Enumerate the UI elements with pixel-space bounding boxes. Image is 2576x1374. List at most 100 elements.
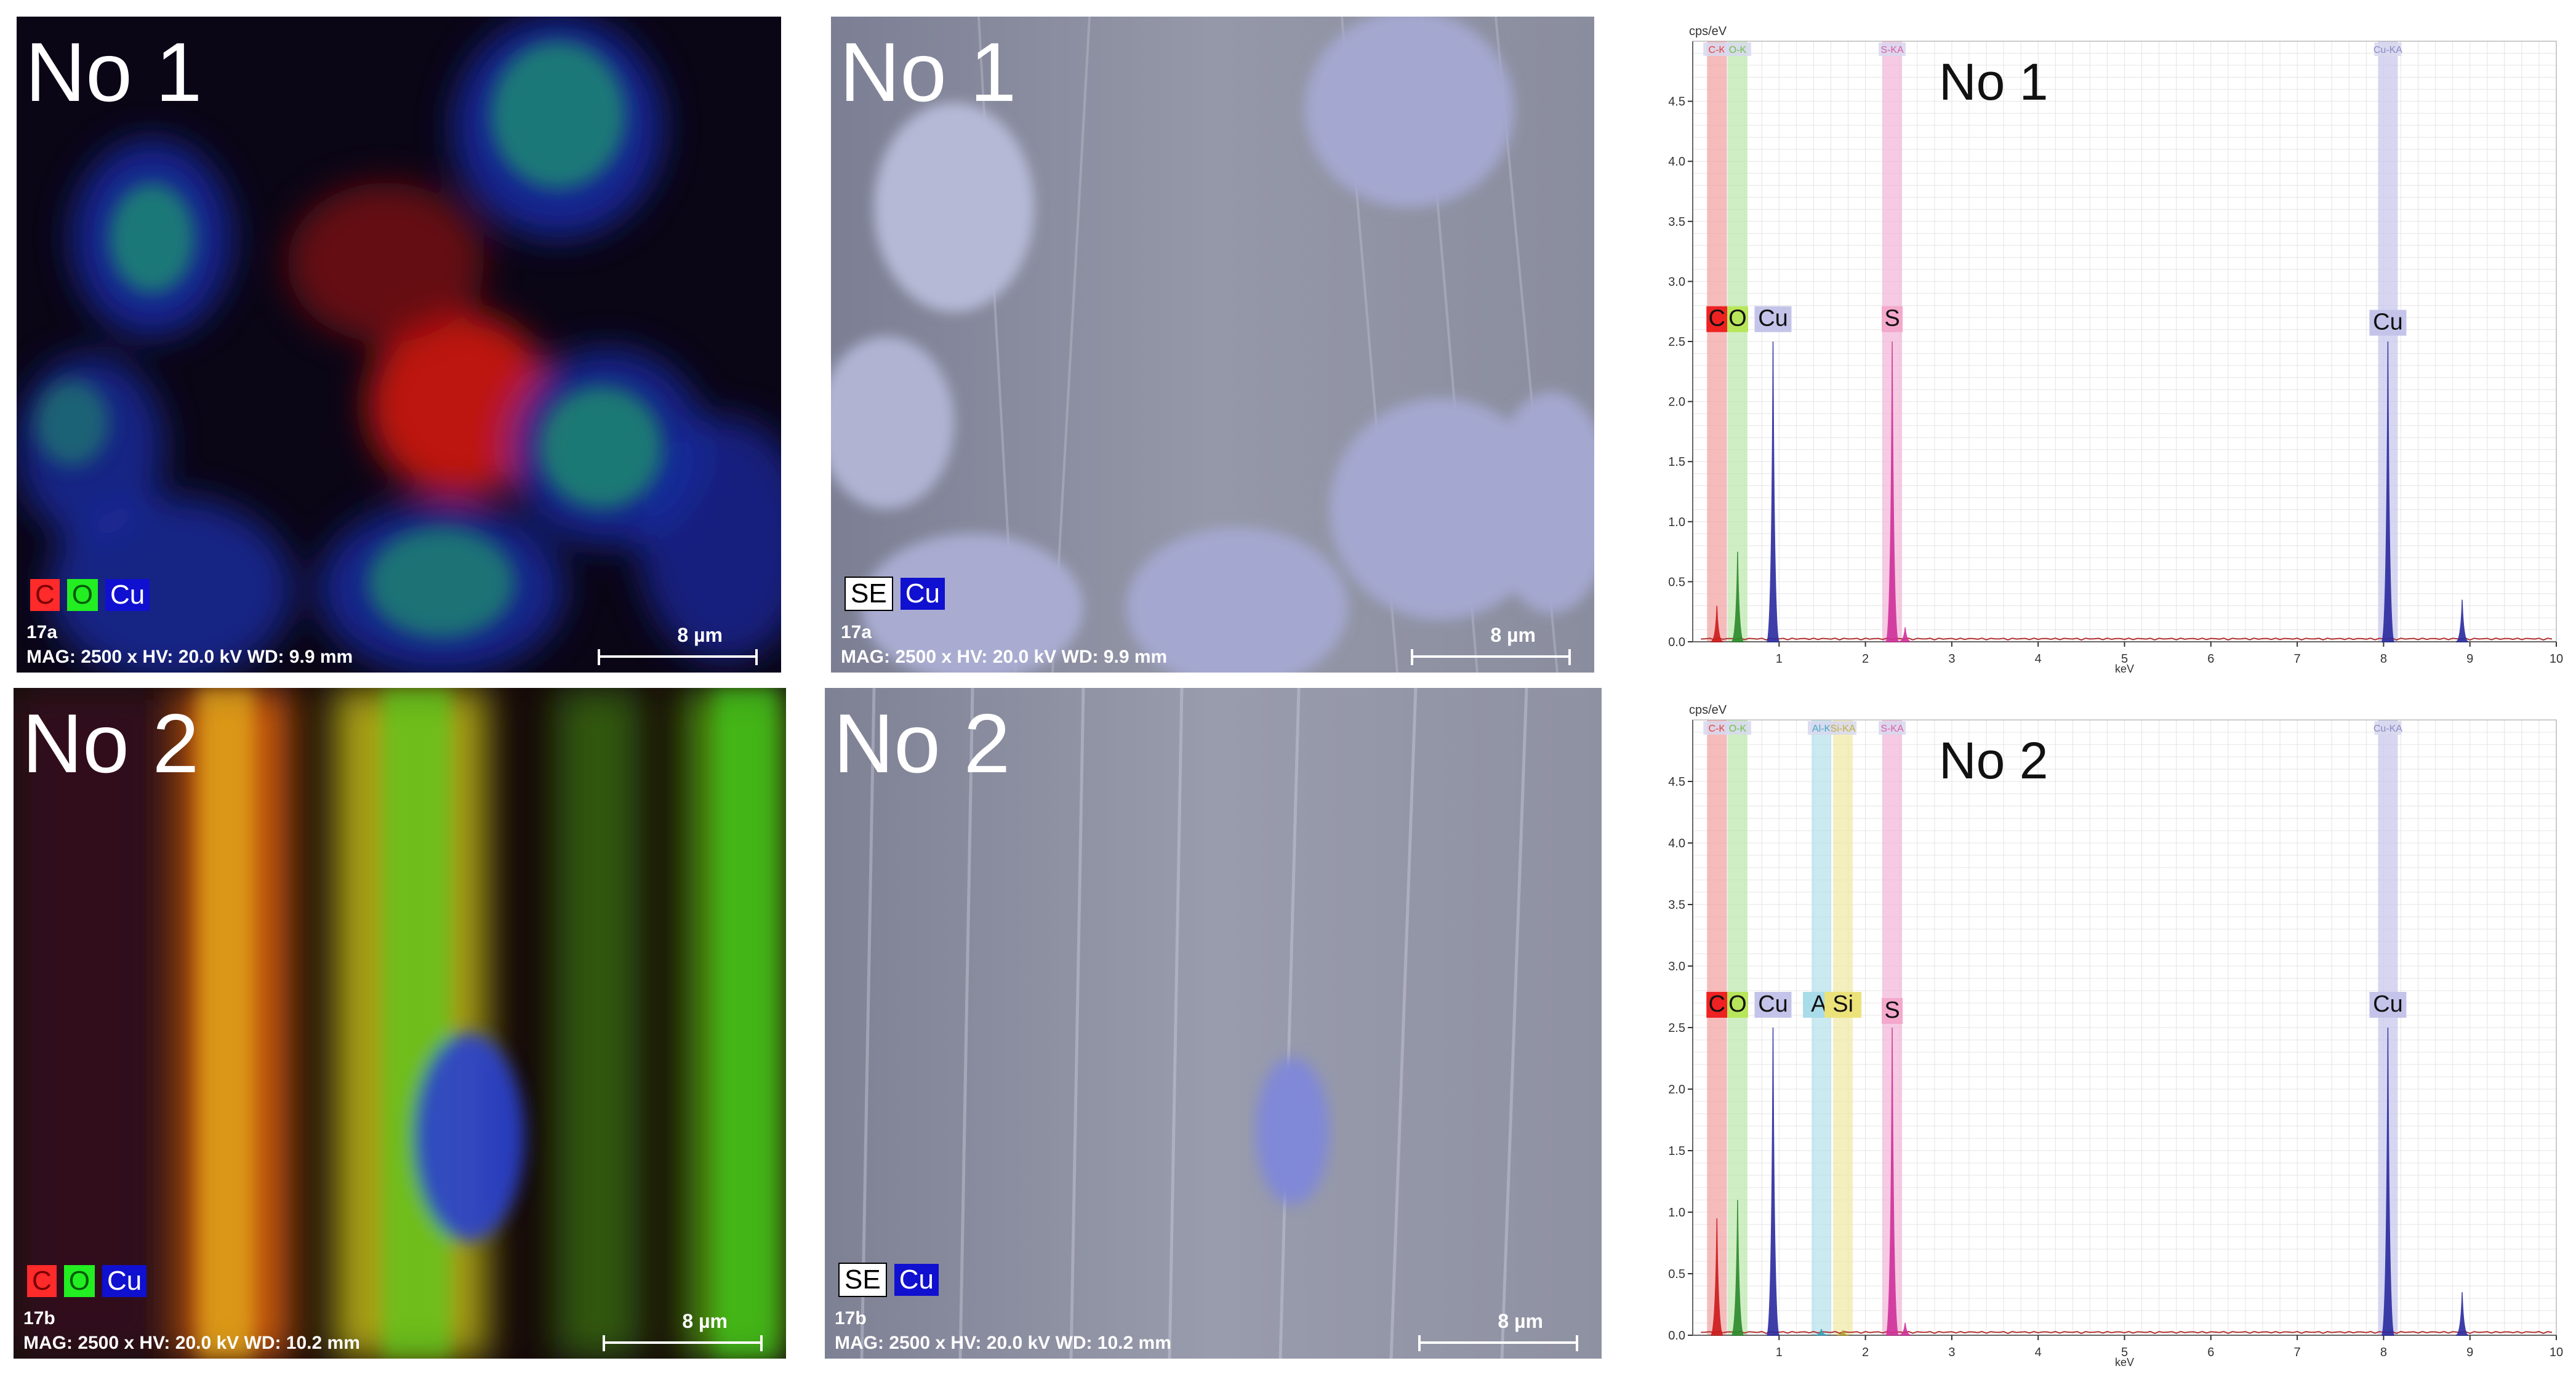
spectrum-baseline xyxy=(1701,637,2553,641)
y-tick-label: 1.0 xyxy=(1668,1206,1685,1220)
element-label: Cu xyxy=(1758,306,1788,332)
acquisition-info: MAG: 2500 x HV: 20.0 kV WD: 9.9 mm xyxy=(26,647,353,667)
line-band xyxy=(1812,720,1832,1335)
y-tick-label: 3.5 xyxy=(1668,215,1685,229)
spectrum-peak xyxy=(1899,627,1912,642)
y-tick-label: 4.0 xyxy=(1668,155,1685,169)
eds-spectrum-no2: 1 2 3 4 5 6 7 8 9 10 0.0 0.5 1.0 1.5 2.0 2.5 3.0 3.5 4.0 4.… xyxy=(1656,695,2564,1366)
scale-label: 8 µm xyxy=(1490,624,1536,646)
line-band xyxy=(1727,41,1747,642)
x-tick-label: 3 xyxy=(1948,652,1955,666)
spectrum-peak xyxy=(1815,1328,1828,1336)
spectrum-plot: 1 2 3 4 5 6 7 8 9 10 0.0 0.5 1.0 1.5 2.0 2.5 3.0 3.5 4.0 4.… xyxy=(1668,25,2563,673)
map-panel-no1-se: No 1 SE Cu 17a MAG: 2500 x HV: 20.0 kV W… xyxy=(831,17,1594,673)
x-tick-label: 8 xyxy=(2380,652,2387,666)
element-label-bg xyxy=(2369,310,2407,336)
line-label: C-K xyxy=(1709,724,1726,734)
y-tick-label: 1.5 xyxy=(1668,455,1685,469)
x-tick-label: 9 xyxy=(2466,652,2473,666)
line-label: Cu-KA xyxy=(2373,45,2402,55)
y-tick-label: 2.5 xyxy=(1668,335,1685,349)
element-label-bg xyxy=(1727,306,1748,332)
scale-bar xyxy=(1418,1335,1578,1351)
line-label-bg xyxy=(1723,42,1751,56)
elemental-map-image xyxy=(14,688,786,1359)
legend-tag-cu: Cu xyxy=(900,577,945,610)
legend-tag-c: C xyxy=(27,1264,57,1297)
scale-bar xyxy=(598,649,758,665)
element-label: C xyxy=(1709,991,1725,1017)
line-label-bg xyxy=(2374,721,2402,735)
map-panel-no2-se: No 2 SE Cu 17b MAG: 2500 x HV: 20.0 kV W… xyxy=(825,688,1602,1359)
line-label-bg xyxy=(1703,42,1731,56)
x-tick-label: 1 xyxy=(1776,1346,1783,1359)
element-label: Cu xyxy=(1758,991,1788,1017)
line-label: C-K xyxy=(1709,45,1726,55)
spectrum-title: No 2 xyxy=(1939,732,2048,789)
line-label-bg xyxy=(1829,721,1857,735)
line-label-bg xyxy=(2374,42,2402,56)
element-label: Si xyxy=(1832,991,1853,1017)
x-tick-label: 2 xyxy=(1862,1346,1869,1359)
element-label-bg xyxy=(1706,306,1728,332)
line-label: S-KA xyxy=(1880,724,1904,734)
map-panel-no2-color: No 2 C O Cu 17b MAG: 2500 x HV: 20.0 kV … xyxy=(14,688,786,1359)
map-title: No 2 xyxy=(22,697,199,790)
x-tick-label: 6 xyxy=(2207,1346,2214,1359)
line-label: Al-K xyxy=(1812,724,1831,734)
legend-tag-o: O xyxy=(66,578,98,611)
spectrum-title: No 1 xyxy=(1939,53,2048,111)
spectrum-peak xyxy=(1711,605,1723,642)
y-axis-label: cps/eV xyxy=(1689,25,1727,38)
y-tick-label: 0.0 xyxy=(1668,1329,1685,1343)
spectrum-peak xyxy=(2455,599,2469,642)
x-tick-label: 8 xyxy=(2380,1346,2387,1359)
sample-id: 17b xyxy=(23,1308,55,1328)
y-tick-label: 1.5 xyxy=(1668,1144,1685,1158)
se-image xyxy=(831,17,1594,673)
legend-tag-se: SE xyxy=(838,1262,887,1297)
legend-tag-o: O xyxy=(63,1264,95,1297)
line-label-bg xyxy=(1703,721,1731,735)
spectrum-peak xyxy=(2455,1292,2469,1336)
spectrum-peak xyxy=(1885,341,1899,642)
y-tick-label: 4.5 xyxy=(1668,95,1685,109)
element-label: S xyxy=(1884,997,1900,1023)
y-tick-label: 3.5 xyxy=(1668,898,1685,912)
line-band xyxy=(1707,41,1727,642)
se-image xyxy=(825,688,1602,1359)
element-label: O xyxy=(1728,991,1747,1017)
spectrum-peak xyxy=(1710,1218,1724,1336)
x-tick-label: 9 xyxy=(2466,1346,2473,1359)
y-axis-label: cps/eV xyxy=(1689,703,1727,717)
map-legend: SE Cu xyxy=(845,576,945,611)
map-legend: C O Cu xyxy=(27,1264,147,1297)
y-tick-label: 4.5 xyxy=(1668,775,1685,789)
element-label-bg xyxy=(1882,998,1903,1024)
element-label-bg xyxy=(1754,306,1792,332)
element-label-bg xyxy=(1754,992,1792,1018)
y-tick-label: 3.0 xyxy=(1668,960,1685,973)
y-tick-label: 0.5 xyxy=(1668,1268,1685,1281)
spectrum-peak xyxy=(1766,341,1780,642)
legend-tag-cu: Cu xyxy=(105,578,150,611)
legend-tag-cu: Cu xyxy=(894,1263,939,1296)
y-tick-label: 3.0 xyxy=(1668,275,1685,289)
line-label: O-K xyxy=(1729,45,1747,55)
sample-id: 17a xyxy=(841,622,872,642)
spectrum-peak xyxy=(2381,341,2395,642)
line-band xyxy=(1833,720,1853,1335)
x-tick-label: 6 xyxy=(2207,652,2214,666)
x-axis-label: keV xyxy=(2115,1356,2134,1366)
x-tick-label: 4 xyxy=(2035,1346,2042,1359)
scale-label: 8 µm xyxy=(677,624,723,646)
x-tick-label: 10 xyxy=(2550,1346,2563,1359)
legend-tag-cu: Cu xyxy=(102,1264,147,1297)
acquisition-info: MAG: 2500 x HV: 20.0 kV WD: 10.2 mm xyxy=(835,1333,1171,1353)
x-tick-label: 7 xyxy=(2294,652,2301,666)
map-panel-no1-color: No 1 C O Cu 17a MAG: 2500 x HV: 20.0 kV … xyxy=(17,17,781,673)
spectrum-peak xyxy=(1731,1199,1744,1336)
scale-bar xyxy=(1411,649,1571,665)
sample-id: 17b xyxy=(835,1308,867,1328)
element-label: Cu xyxy=(2373,310,2403,335)
